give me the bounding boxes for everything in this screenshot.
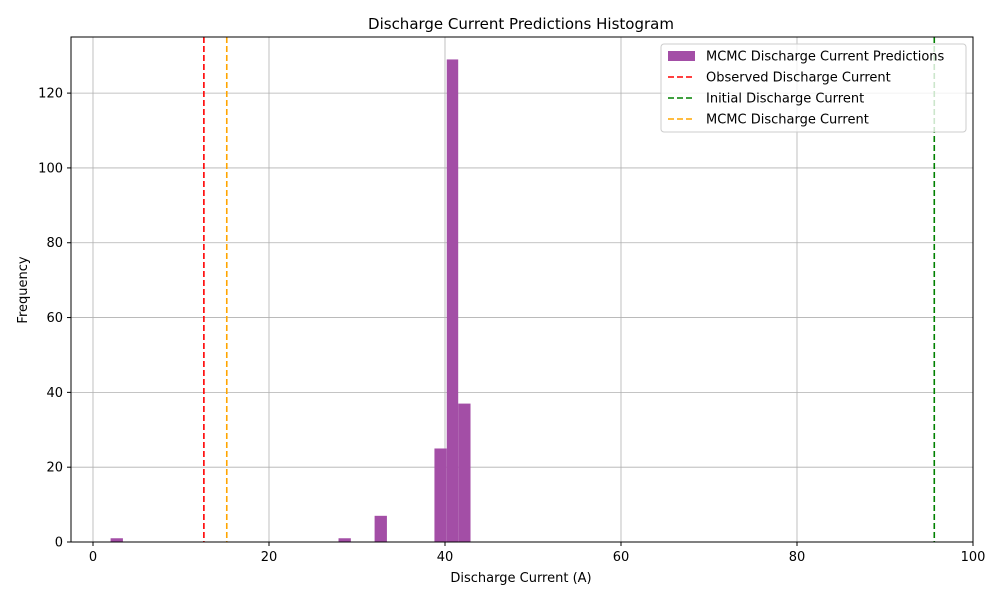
histogram-bar-5: [458, 403, 471, 542]
legend-label-3: MCMC Discharge Current: [706, 113, 869, 128]
legend-label-0: MCMC Discharge Current Predictions: [706, 50, 945, 65]
x-axis-ticks: 0 20 40 60 80 100: [89, 542, 986, 565]
x-tick-label-2: 40: [437, 550, 454, 565]
y-axis-ticks: 0 20 40 60 80 100 120: [38, 87, 71, 551]
histogram-bar-0: [110, 538, 123, 542]
plot-frame: [70, 36, 974, 543]
y-axis-label: Frequency: [16, 256, 31, 323]
x-tick-label-1: 20: [261, 550, 278, 565]
y-tick-label-1: 20: [46, 461, 63, 476]
y-tick-label-5: 100: [38, 161, 63, 176]
histogram-bars: [110, 59, 471, 542]
y-tick-label-3: 60: [46, 311, 63, 326]
x-tick-label-3: 60: [613, 550, 630, 565]
chart-title: Discharge Current Predictions Histogram: [368, 15, 674, 33]
legend-label-2: Initial Discharge Current: [706, 92, 864, 107]
histogram-bar-3: [434, 448, 447, 542]
legend: MCMC Discharge Current Predictions Observ…: [660, 43, 967, 133]
y-tick-label-0: 0: [55, 536, 63, 551]
x-tick-label-4: 80: [789, 550, 806, 565]
legend-swatch-0: [668, 51, 695, 61]
axes: [70, 36, 974, 543]
y-tick-label-6: 120: [38, 87, 63, 102]
x-axis-label: Discharge Current (A): [450, 571, 591, 586]
histogram-bar-2: [374, 515, 387, 542]
histogram-bar-1: [338, 538, 351, 542]
x-tick-label-5: 100: [961, 550, 986, 565]
legend-box: [660, 43, 967, 133]
x-tick-label-0: 0: [89, 550, 97, 565]
y-tick-label-4: 80: [46, 236, 63, 251]
y-tick-label-2: 40: [46, 386, 63, 401]
histogram-bar-4: [446, 59, 459, 542]
legend-label-1: Observed Discharge Current: [706, 71, 891, 86]
